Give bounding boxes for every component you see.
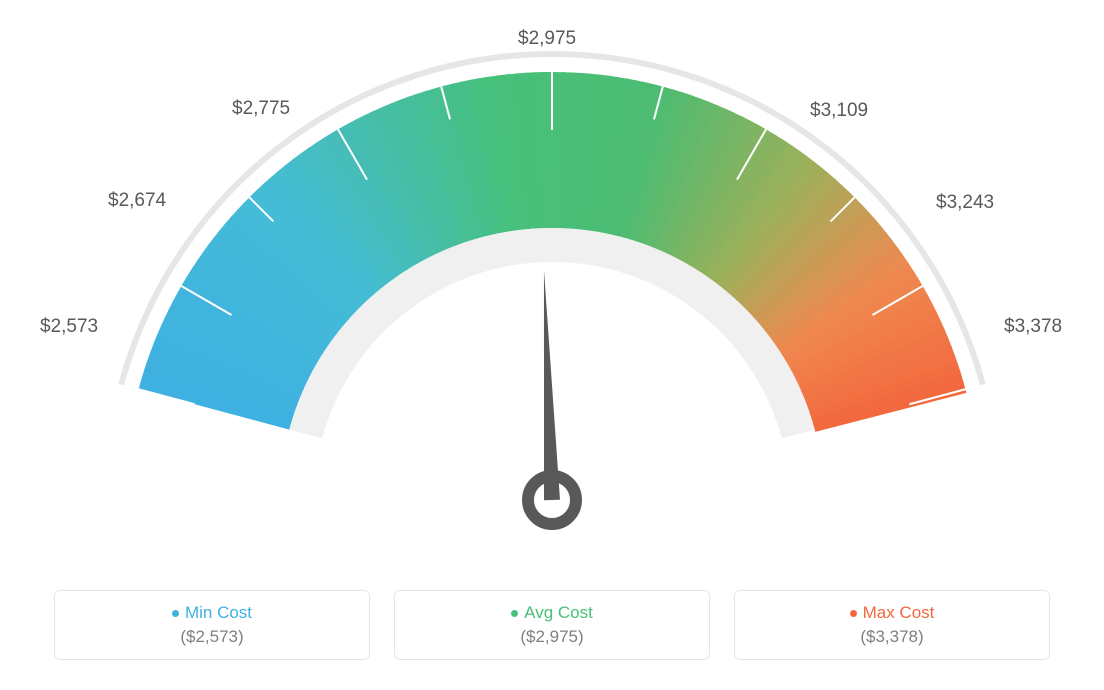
legend-max-card: Max Cost ($3,378) (734, 590, 1050, 660)
gauge-chart: $2,573 $2,674 $2,775 $2,975 $3,109 $3,243 $3,3… (0, 0, 1104, 560)
gauge-tick-label: $2,775 (232, 98, 290, 120)
legend-avg-value: ($2,975) (395, 627, 709, 647)
legend-min-card: Min Cost ($2,573) (54, 590, 370, 660)
legend-row: Min Cost ($2,573) Avg Cost ($2,975) Max … (54, 590, 1050, 660)
legend-avg-label: Avg Cost (395, 603, 709, 623)
gauge-tick-label: $2,975 (518, 28, 576, 50)
legend-min-label: Min Cost (55, 603, 369, 623)
legend-max-value: ($3,378) (735, 627, 1049, 647)
dot-icon (511, 610, 518, 617)
gauge-tick-label: $3,378 (1004, 316, 1062, 338)
gauge-tick-label: $3,243 (936, 192, 994, 214)
legend-avg-card: Avg Cost ($2,975) (394, 590, 710, 660)
gauge-svg (0, 0, 1104, 560)
legend-max-label: Max Cost (735, 603, 1049, 623)
gauge-tick-label: $3,109 (810, 100, 868, 122)
dot-icon (850, 610, 857, 617)
gauge-tick-label: $2,674 (108, 190, 166, 212)
gauge-tick-label: $2,573 (40, 316, 98, 338)
legend-min-value: ($2,573) (55, 627, 369, 647)
dot-icon (172, 610, 179, 617)
